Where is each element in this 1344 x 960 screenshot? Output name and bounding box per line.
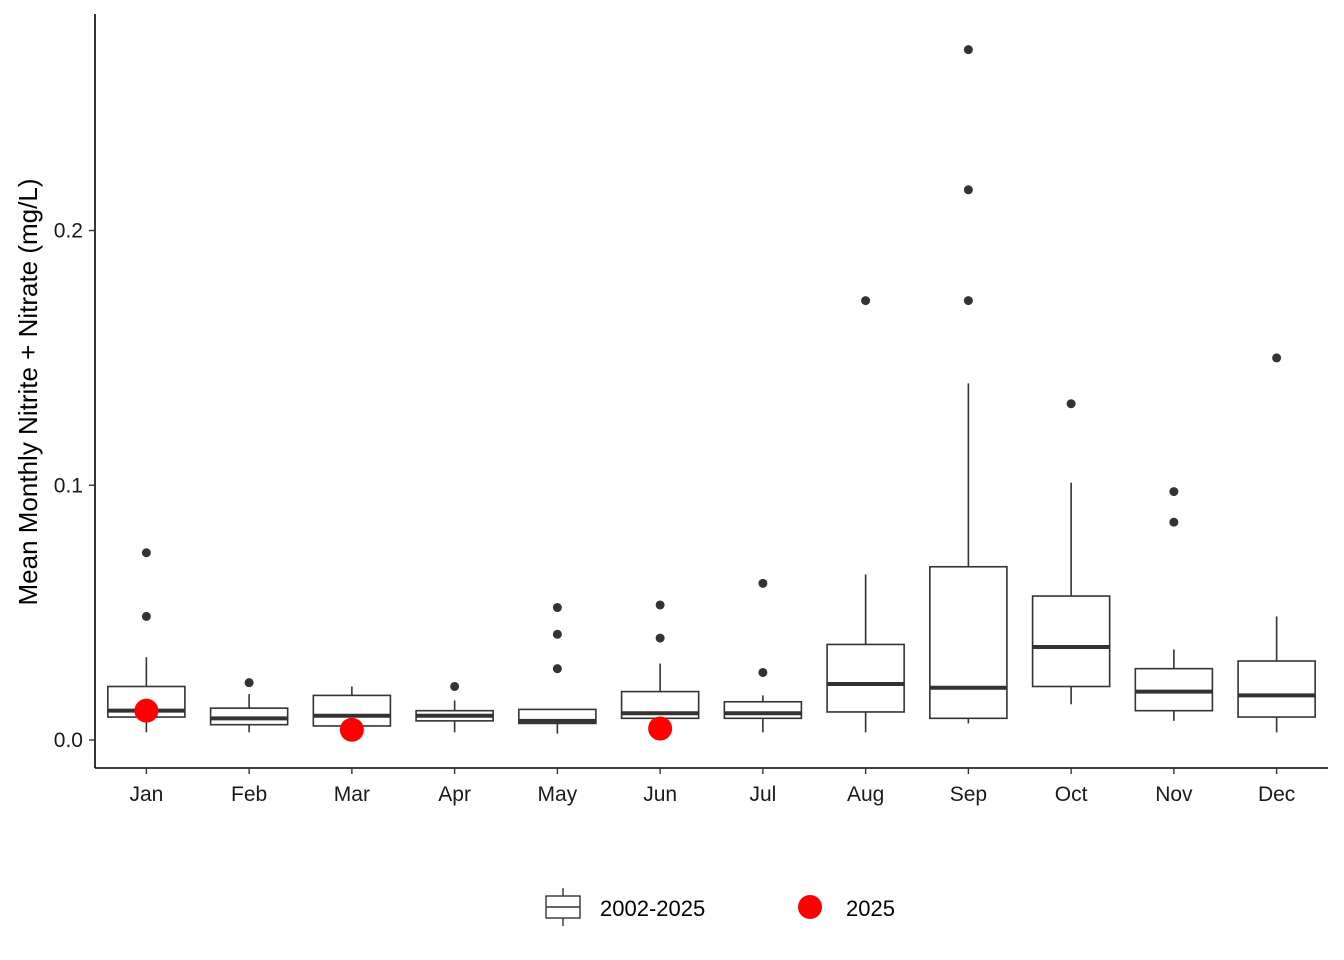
outlier-point [1169, 487, 1179, 497]
x-tick-label: Dec [1258, 783, 1295, 806]
x-tick-label: Jan [129, 783, 163, 806]
outlier-point [963, 45, 973, 55]
x-axis-ticks: Jan Feb Mar Apr May Jun Jul Aug Sep Oct Nov Dec [129, 768, 1295, 806]
x-tick-label: Apr [438, 783, 471, 806]
outlier-point [758, 667, 768, 677]
box-jul [723, 578, 803, 733]
x-tick-label: Aug [847, 783, 884, 806]
outlier-point [552, 603, 562, 613]
box-may [518, 603, 597, 734]
y-tick-label: 0.2 [54, 220, 83, 243]
outlier-point [141, 548, 151, 558]
plot-panel [107, 45, 1316, 742]
outlier-point [963, 185, 973, 195]
x-tick-label: Jun [643, 783, 677, 806]
box-apr [415, 681, 494, 733]
y-tick-label: 0.0 [54, 729, 83, 752]
point-2025-mar [339, 717, 364, 742]
x-tick-label: Nov [1155, 783, 1193, 806]
y-axis-title: Mean Monthly Nitrite + Nitrate (mg/L) [13, 179, 43, 606]
box-aug [826, 296, 905, 733]
x-tick-label: Mar [334, 783, 370, 806]
legend-key-point [798, 895, 822, 919]
outlier-point [655, 600, 665, 610]
x-tick-label: Sep [950, 783, 987, 806]
box-iqr [929, 565, 1008, 720]
outlier-point [1066, 399, 1076, 409]
outlier-point [141, 611, 151, 621]
x-tick-label: Oct [1055, 783, 1088, 806]
point-2025-jun [648, 716, 673, 741]
outlier-point [552, 629, 562, 639]
point-2025-jan [134, 698, 159, 723]
box-iqr [1237, 660, 1316, 718]
box-jun [620, 600, 700, 730]
current-year-points-layer [134, 698, 673, 742]
box-oct [1031, 399, 1111, 705]
box-iqr [1031, 595, 1111, 688]
outlier-point [450, 681, 460, 691]
axes: 0.0 0.1 0.2 Jan Feb Mar Apr May Jun Jul Aug Sep Oct… [13, 14, 1328, 806]
outlier-point [861, 296, 871, 306]
box-iqr [826, 643, 905, 713]
x-tick-label: Feb [231, 783, 267, 806]
boxes-layer [107, 45, 1316, 734]
outlier-point [1272, 353, 1282, 363]
outlier-point [244, 678, 254, 688]
outlier-point [1169, 517, 1179, 527]
outlier-point [758, 578, 768, 588]
box-dec [1237, 353, 1316, 733]
x-tick-label: Jul [749, 783, 776, 806]
outlier-point [963, 296, 973, 306]
y-tick-label: 0.1 [54, 474, 83, 497]
box-nov [1134, 487, 1214, 721]
outlier-point [552, 664, 562, 674]
legend-label-current-year: 2025 [846, 896, 895, 921]
outlier-point [655, 633, 665, 643]
y-axis-ticks: 0.0 0.1 0.2 [54, 220, 95, 752]
legend: 2002-2025 2025 [545, 888, 895, 926]
box-feb [209, 678, 289, 733]
box-sep [929, 45, 1008, 724]
legend-key-box [545, 888, 581, 926]
box-iqr [723, 700, 803, 720]
legend-label-historical: 2002-2025 [600, 896, 705, 921]
x-tick-label: May [538, 783, 578, 806]
